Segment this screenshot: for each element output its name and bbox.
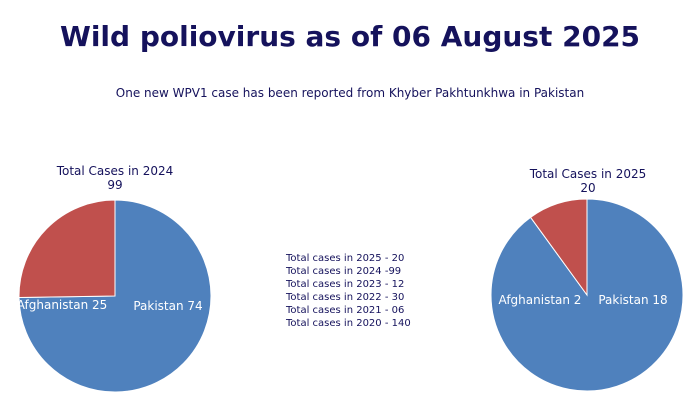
pie-2025-svg: Pakistan 18 Afghanistan 2 (490, 198, 684, 392)
pie-2024-total: 99 (107, 178, 123, 192)
totals-item-2025: Total cases in 2025 - 20 (286, 253, 405, 264)
pie-chart-2024: Total Cases in 2024 99 Pakistan 74 Afghan… (0, 0, 240, 400)
page-subtitle: One new WPV1 case has been reported from… (115, 86, 585, 100)
pie-2024-label-afghanistan: Afghanistan 25 (17, 298, 108, 312)
totals-item-2021: Total cases in 2021 - 06 (286, 305, 405, 316)
pie-2025-title: Total Cases in 2025 20 (470, 167, 700, 195)
pie-2025-label-pakistan: Pakistan 18 (598, 293, 667, 307)
pie-2025-label-afghanistan: Afghanistan 2 (499, 293, 582, 307)
pie-2024-title: Total Cases in 2024 99 (0, 164, 230, 192)
pie-2025-slice-afghanistan (529, 198, 588, 297)
pie-2025-total: 20 (580, 181, 596, 195)
totals-item-2022: Total cases in 2022 - 30 (286, 292, 405, 303)
totals-item-2020: Total cases in 2020 - 140 (286, 318, 411, 329)
pie-2024-svg: Pakistan 74 Afghanistan 25 (17, 199, 212, 393)
pie-2024-slice-afghanistan (18, 199, 116, 299)
totals-list: Total cases in 2025 - 20 Total cases in … (286, 252, 411, 330)
totals-item-2024: Total cases in 2024 -99 (286, 266, 402, 277)
pie-2024-label-pakistan: Pakistan 74 (133, 299, 202, 313)
pie-2025-title-text: Total Cases in 2025 (529, 167, 647, 181)
totals-item-2023: Total cases in 2023 - 12 (286, 279, 405, 290)
pie-chart-2025: Total Cases in 2025 20 Pakistan 18 Afghan… (470, 0, 700, 400)
pie-2024-title-text: Total Cases in 2024 (56, 164, 174, 178)
page-title: Wild poliovirus as of 06 August 2025 (59, 20, 641, 53)
pie-2024-slice-pakistan (18, 199, 212, 393)
